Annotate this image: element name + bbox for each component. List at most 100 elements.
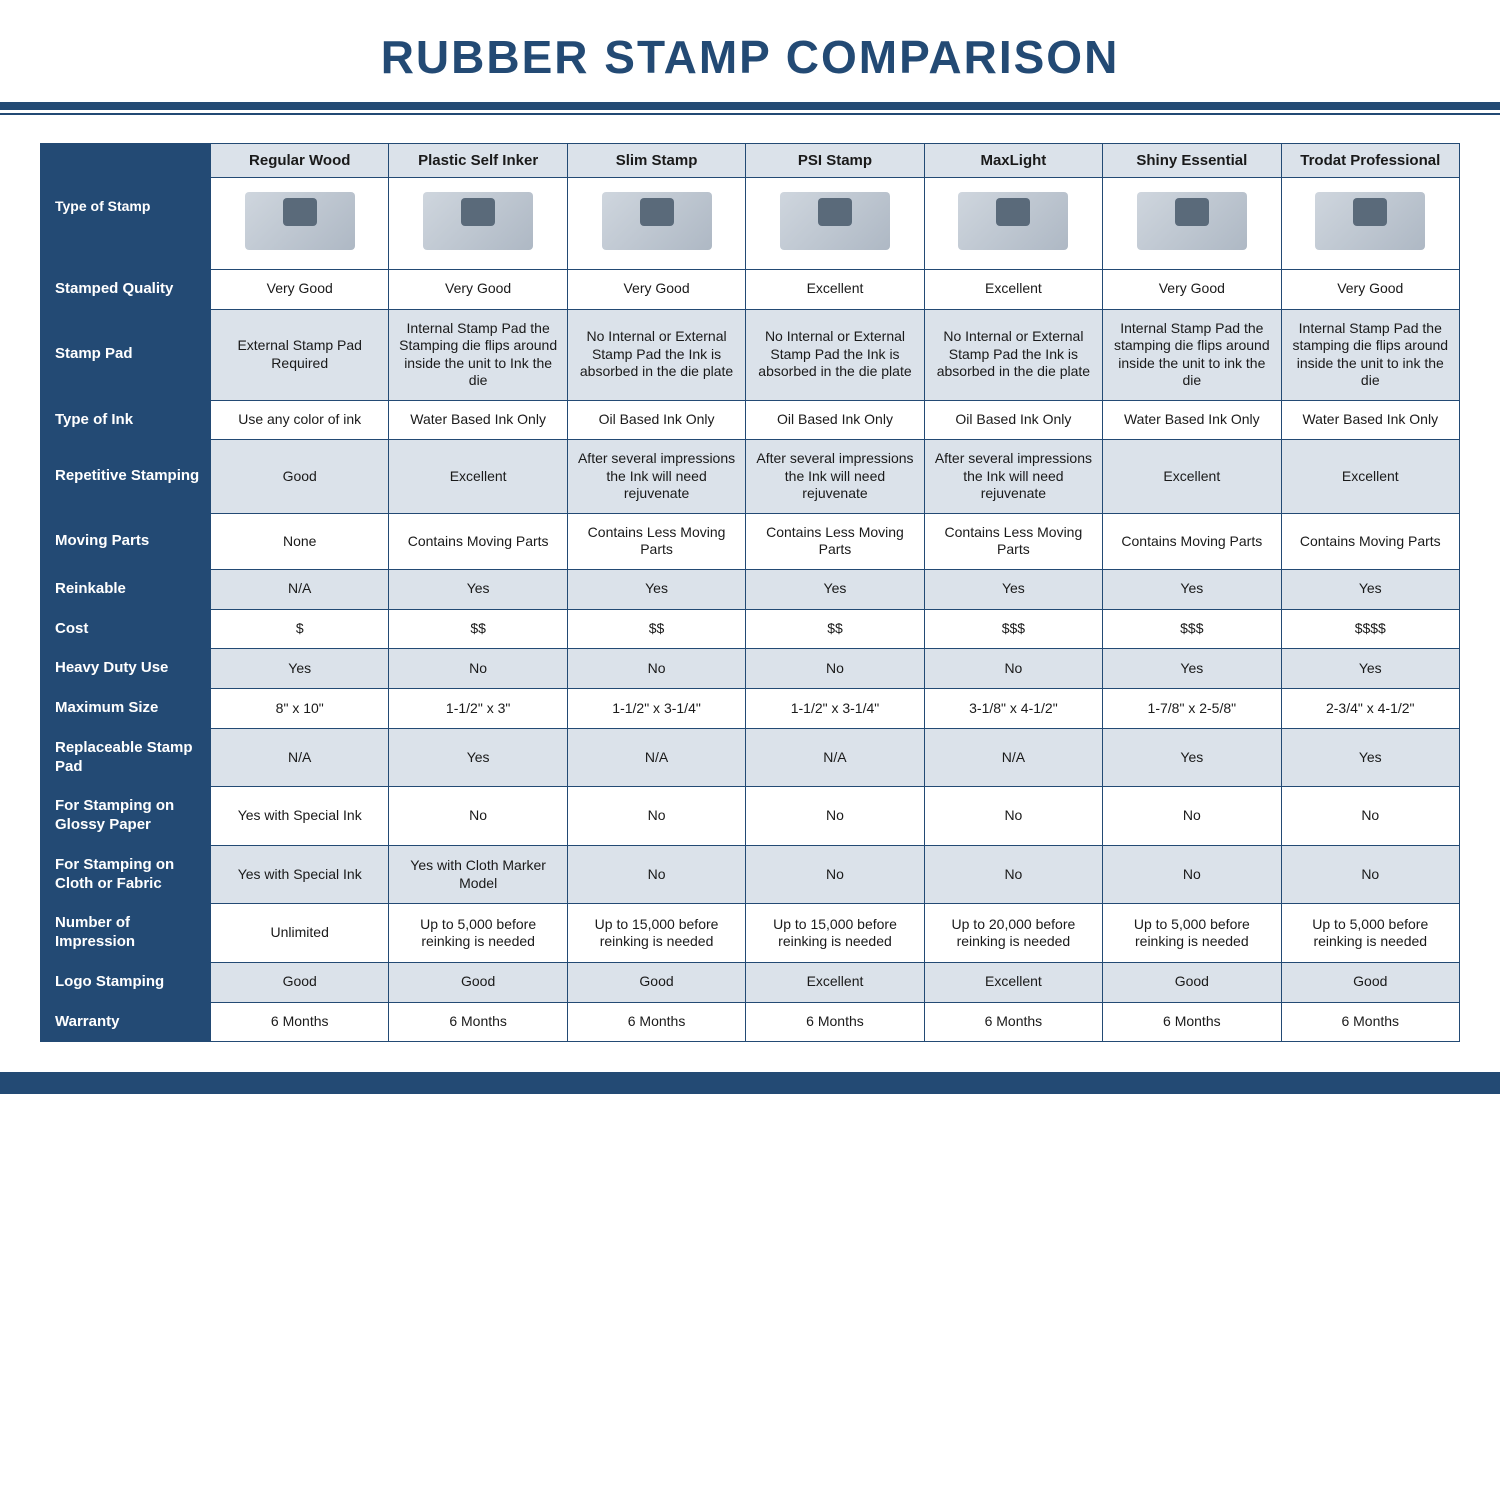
table-cell: Water Based Ink Only [1281, 400, 1459, 440]
corner-label: Type of Stamp [41, 144, 211, 270]
stamp-icon [958, 192, 1068, 250]
stamp-icon [1137, 192, 1247, 250]
stamp-icon [423, 192, 533, 250]
table-cell: Very Good [389, 269, 567, 309]
table-row: Warranty6 Months6 Months6 Months6 Months… [41, 1002, 1460, 1042]
table-cell: $$ [567, 609, 745, 649]
table-cell: Yes [1281, 649, 1459, 689]
table-cell: Water Based Ink Only [1103, 400, 1281, 440]
table-cell: Internal Stamp Pad the stamping die flip… [1281, 309, 1459, 400]
table-cell: Use any color of ink [211, 400, 389, 440]
table-cell: Contains Moving Parts [389, 513, 567, 569]
comparison-table: Type of Stamp Regular Wood Plastic Self … [40, 143, 1460, 1042]
title-section: RUBBER STAMP COMPARISON [0, 0, 1500, 102]
table-cell: N/A [924, 728, 1102, 787]
table-cell: Unlimited [211, 904, 389, 963]
col-label: Trodat Professional [1300, 152, 1440, 171]
col-label: Regular Wood [249, 152, 350, 171]
table-cell: Excellent [924, 269, 1102, 309]
table-cell: Oil Based Ink Only [924, 400, 1102, 440]
table-cell: No [746, 787, 924, 846]
col-shiny-essential: Shiny Essential [1103, 144, 1281, 178]
table-cell: No Internal or External Stamp Pad the In… [746, 309, 924, 400]
stamp-icon [602, 192, 712, 250]
divider-thick [0, 102, 1500, 110]
table-cell: Up to 5,000 before reinking is needed [1103, 904, 1281, 963]
row-label: For Stamping on Glossy Paper [41, 787, 211, 846]
table-row: For Stamping on Cloth or FabricYes with … [41, 845, 1460, 904]
table-cell: Contains Moving Parts [1281, 513, 1459, 569]
col-trodat-professional: Trodat Professional [1281, 144, 1459, 178]
table-cell: Yes [924, 569, 1102, 609]
table-cell: Very Good [567, 269, 745, 309]
table-cell: 1-7/8" x 2-5/8" [1103, 689, 1281, 729]
table-cell: 6 Months [567, 1002, 745, 1042]
table-cell: Good [1103, 962, 1281, 1002]
table-cell: Yes [746, 569, 924, 609]
stamp-image-shiny [1103, 177, 1281, 269]
col-regular-wood: Regular Wood [211, 144, 389, 178]
table-cell: N/A [211, 569, 389, 609]
table-cell: No Internal or External Stamp Pad the In… [567, 309, 745, 400]
page-title: RUBBER STAMP COMPARISON [0, 30, 1500, 84]
table-cell: $$ [746, 609, 924, 649]
row-label: Cost [41, 609, 211, 649]
table-cell: $$$ [924, 609, 1102, 649]
table-cell: 6 Months [924, 1002, 1102, 1042]
table-row: Stamp PadExternal Stamp Pad RequiredInte… [41, 309, 1460, 400]
table-cell: Excellent [746, 269, 924, 309]
col-plastic-self-inker: Plastic Self Inker [389, 144, 567, 178]
row-label: Number of Impression [41, 904, 211, 963]
stamp-image-regular-wood [211, 177, 389, 269]
table-cell: No [924, 649, 1102, 689]
table-cell: Up to 15,000 before reinking is needed [746, 904, 924, 963]
table-cell: Yes [211, 649, 389, 689]
table-cell: Yes [567, 569, 745, 609]
table-cell: Good [389, 962, 567, 1002]
stamp-image-trodat [1281, 177, 1459, 269]
row-label: Logo Stamping [41, 962, 211, 1002]
col-label: Slim Stamp [616, 152, 698, 171]
table-cell: Good [211, 440, 389, 514]
stamp-image-plastic [389, 177, 567, 269]
col-label: Plastic Self Inker [418, 152, 538, 171]
table-row: Number of ImpressionUnlimited Up to 5,000… [41, 904, 1460, 963]
row-label: Repetitive Stamping [41, 440, 211, 514]
table-cell: After several impressions the Ink will n… [567, 440, 745, 514]
table-cell: Yes [1103, 649, 1281, 689]
table-cell: 6 Months [746, 1002, 924, 1042]
stamp-icon [1315, 192, 1425, 250]
row-label: For Stamping on Cloth or Fabric [41, 845, 211, 904]
table-row: Moving PartsNoneContains Moving PartsCon… [41, 513, 1460, 569]
table-row: Stamped QualityVery GoodVery GoodVery Go… [41, 269, 1460, 309]
divider-thin [0, 113, 1500, 115]
col-maxlight: MaxLight [924, 144, 1102, 178]
table-cell: Up to 5,000 before reinking is needed [1281, 904, 1459, 963]
row-label: Stamped Quality [41, 269, 211, 309]
col-slim-stamp: Slim Stamp [567, 144, 745, 178]
table-cell: 6 Months [1281, 1002, 1459, 1042]
stamp-icon [245, 192, 355, 250]
table-cell: Excellent [1103, 440, 1281, 514]
row-label: Stamp Pad [41, 309, 211, 400]
table-cell: Very Good [1281, 269, 1459, 309]
row-label: Type of Ink [41, 400, 211, 440]
table-cell: Internal Stamp Pad the stamping die flip… [1103, 309, 1281, 400]
row-label: Warranty [41, 1002, 211, 1042]
table-cell: N/A [211, 728, 389, 787]
col-psi-stamp: PSI Stamp [746, 144, 924, 178]
table-cell: Excellent [924, 962, 1102, 1002]
table-cell: Excellent [1281, 440, 1459, 514]
table-cell: Excellent [389, 440, 567, 514]
footer-bar [0, 1072, 1500, 1094]
table-cell: No [924, 845, 1102, 904]
table-cell: No [746, 845, 924, 904]
table-cell: No [746, 649, 924, 689]
table-cell: Oil Based Ink Only [746, 400, 924, 440]
table-cell: After several impressions the Ink will n… [746, 440, 924, 514]
table-cell: Yes [389, 728, 567, 787]
table-cell: Good [1281, 962, 1459, 1002]
table-cell: Yes [1103, 569, 1281, 609]
table-cell: $$$$ [1281, 609, 1459, 649]
table-cell: 2-3/4" x 4-1/2" [1281, 689, 1459, 729]
